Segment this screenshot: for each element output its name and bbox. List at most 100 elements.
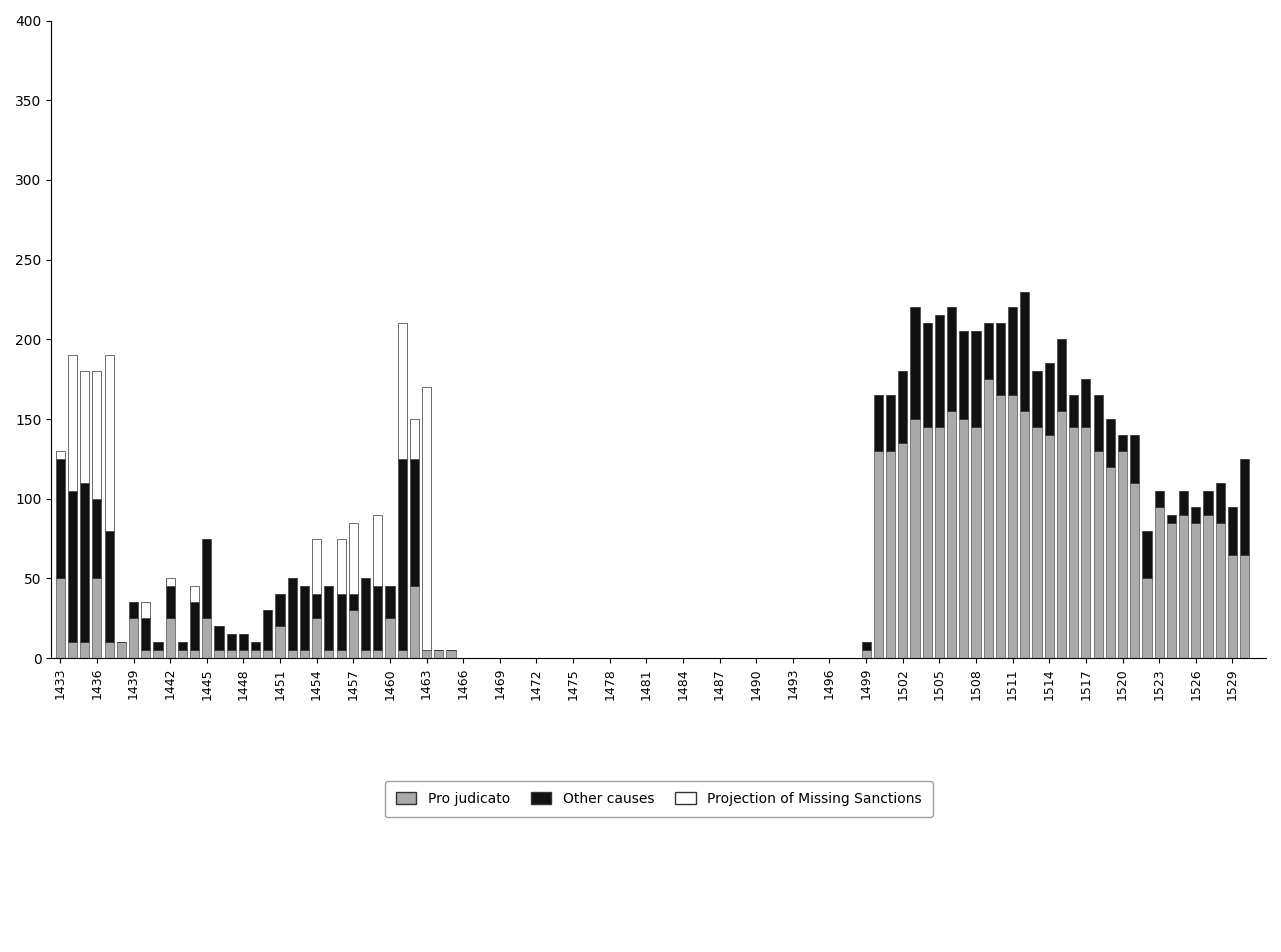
Bar xyxy=(264,610,273,650)
Bar xyxy=(300,586,309,650)
Bar xyxy=(1240,554,1249,658)
Bar xyxy=(154,643,163,650)
Legend: Pro judicato, Other causes, Projection of Missing Sanctions: Pro judicato, Other causes, Projection o… xyxy=(384,781,933,817)
Bar xyxy=(1118,435,1127,451)
Bar xyxy=(1057,339,1066,411)
Bar xyxy=(55,451,65,459)
Bar xyxy=(275,594,284,626)
Bar xyxy=(410,459,419,586)
Bar xyxy=(1130,483,1139,658)
Bar xyxy=(1143,530,1152,579)
Bar xyxy=(1094,451,1103,658)
Bar xyxy=(214,626,224,650)
Bar xyxy=(898,443,907,658)
Bar xyxy=(1045,435,1054,658)
Bar xyxy=(68,355,77,491)
Bar xyxy=(165,586,174,618)
Bar xyxy=(361,579,370,650)
Bar xyxy=(190,586,199,603)
Bar xyxy=(995,395,1006,658)
Bar xyxy=(1118,451,1127,658)
Bar xyxy=(984,324,993,379)
Bar xyxy=(959,331,968,419)
Bar xyxy=(1179,491,1189,515)
Bar xyxy=(995,324,1006,395)
Bar xyxy=(313,618,322,658)
Bar xyxy=(1228,506,1237,554)
Bar xyxy=(971,331,980,427)
Bar xyxy=(105,643,114,658)
Bar xyxy=(92,371,101,499)
Bar xyxy=(947,411,956,658)
Bar xyxy=(92,499,101,579)
Bar xyxy=(434,650,443,658)
Bar xyxy=(421,650,432,658)
Bar xyxy=(1094,395,1103,451)
Bar xyxy=(1167,523,1176,658)
Bar xyxy=(874,395,883,451)
Bar xyxy=(81,371,90,483)
Bar xyxy=(105,355,114,530)
Bar xyxy=(886,451,895,658)
Bar xyxy=(337,650,346,658)
Bar xyxy=(1167,515,1176,523)
Bar xyxy=(165,618,174,658)
Bar xyxy=(288,579,297,650)
Bar xyxy=(410,586,419,658)
Bar xyxy=(348,610,357,658)
Bar xyxy=(373,515,382,586)
Bar xyxy=(1032,427,1041,658)
Bar xyxy=(1106,466,1114,658)
Bar xyxy=(1216,523,1225,658)
Bar xyxy=(227,650,236,658)
Bar xyxy=(1240,459,1249,554)
Bar xyxy=(922,427,931,658)
Bar xyxy=(275,626,284,658)
Bar xyxy=(1106,419,1114,466)
Bar xyxy=(1191,506,1200,523)
Bar xyxy=(251,650,260,658)
Bar xyxy=(1179,515,1189,658)
Bar xyxy=(1216,483,1225,523)
Bar xyxy=(337,539,346,594)
Bar xyxy=(361,650,370,658)
Bar xyxy=(1203,515,1213,658)
Bar xyxy=(1008,307,1017,395)
Bar xyxy=(105,530,114,643)
Bar xyxy=(862,643,871,650)
Bar xyxy=(410,419,419,459)
Bar xyxy=(984,379,993,658)
Bar xyxy=(1228,554,1237,658)
Bar xyxy=(178,643,187,650)
Bar xyxy=(1154,506,1163,658)
Bar xyxy=(1191,523,1200,658)
Bar xyxy=(397,459,406,650)
Bar xyxy=(886,395,895,451)
Bar xyxy=(313,594,322,618)
Bar xyxy=(386,618,395,658)
Bar xyxy=(165,579,174,586)
Bar xyxy=(1020,411,1030,658)
Bar xyxy=(971,427,980,658)
Bar xyxy=(81,643,90,658)
Bar xyxy=(911,307,920,419)
Bar xyxy=(81,483,90,643)
Bar xyxy=(1081,379,1090,427)
Bar xyxy=(1130,435,1139,483)
Bar xyxy=(141,603,150,618)
Bar xyxy=(300,650,309,658)
Bar xyxy=(190,650,199,658)
Bar xyxy=(202,539,211,618)
Bar xyxy=(141,650,150,658)
Bar xyxy=(92,579,101,658)
Bar xyxy=(1032,371,1041,427)
Bar xyxy=(935,315,944,427)
Bar xyxy=(190,603,199,650)
Bar xyxy=(324,586,333,650)
Bar xyxy=(348,523,357,594)
Bar xyxy=(55,459,65,579)
Bar xyxy=(421,387,432,650)
Bar xyxy=(264,650,273,658)
Bar xyxy=(129,618,138,658)
Bar xyxy=(1008,395,1017,658)
